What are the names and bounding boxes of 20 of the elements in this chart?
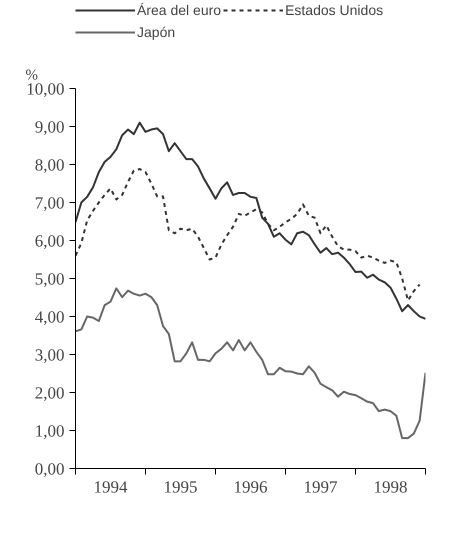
x-tick-label: 1996 [234, 478, 268, 496]
y-tick-label: 4,00 [34, 308, 64, 326]
y-tick-label: 6,00 [34, 232, 64, 250]
y-tick-label: 8,00 [34, 156, 64, 174]
y-tick-label: 9,00 [34, 118, 64, 136]
legend-label: Estados Unidos [285, 1, 384, 19]
x-tick-label: 1998 [374, 478, 408, 496]
x-tick-label: 1994 [94, 478, 128, 496]
legend-label: Área del euro [137, 1, 222, 19]
line-series [76, 287, 426, 440]
y-tick-label: 2,00 [34, 384, 64, 402]
y-tick-label: 0,00 [34, 460, 64, 478]
x-tick-label: 1997 [304, 478, 338, 496]
x-tick-label: 1995 [164, 478, 198, 496]
y-tick-label: 1,00 [34, 422, 64, 440]
y-tick-label: 7,00 [34, 194, 64, 212]
legend-label: Japón [137, 23, 176, 41]
y-tick-label: 5,00 [34, 270, 64, 288]
line-series [76, 122, 426, 320]
y-tick-label: 3,00 [34, 346, 64, 364]
